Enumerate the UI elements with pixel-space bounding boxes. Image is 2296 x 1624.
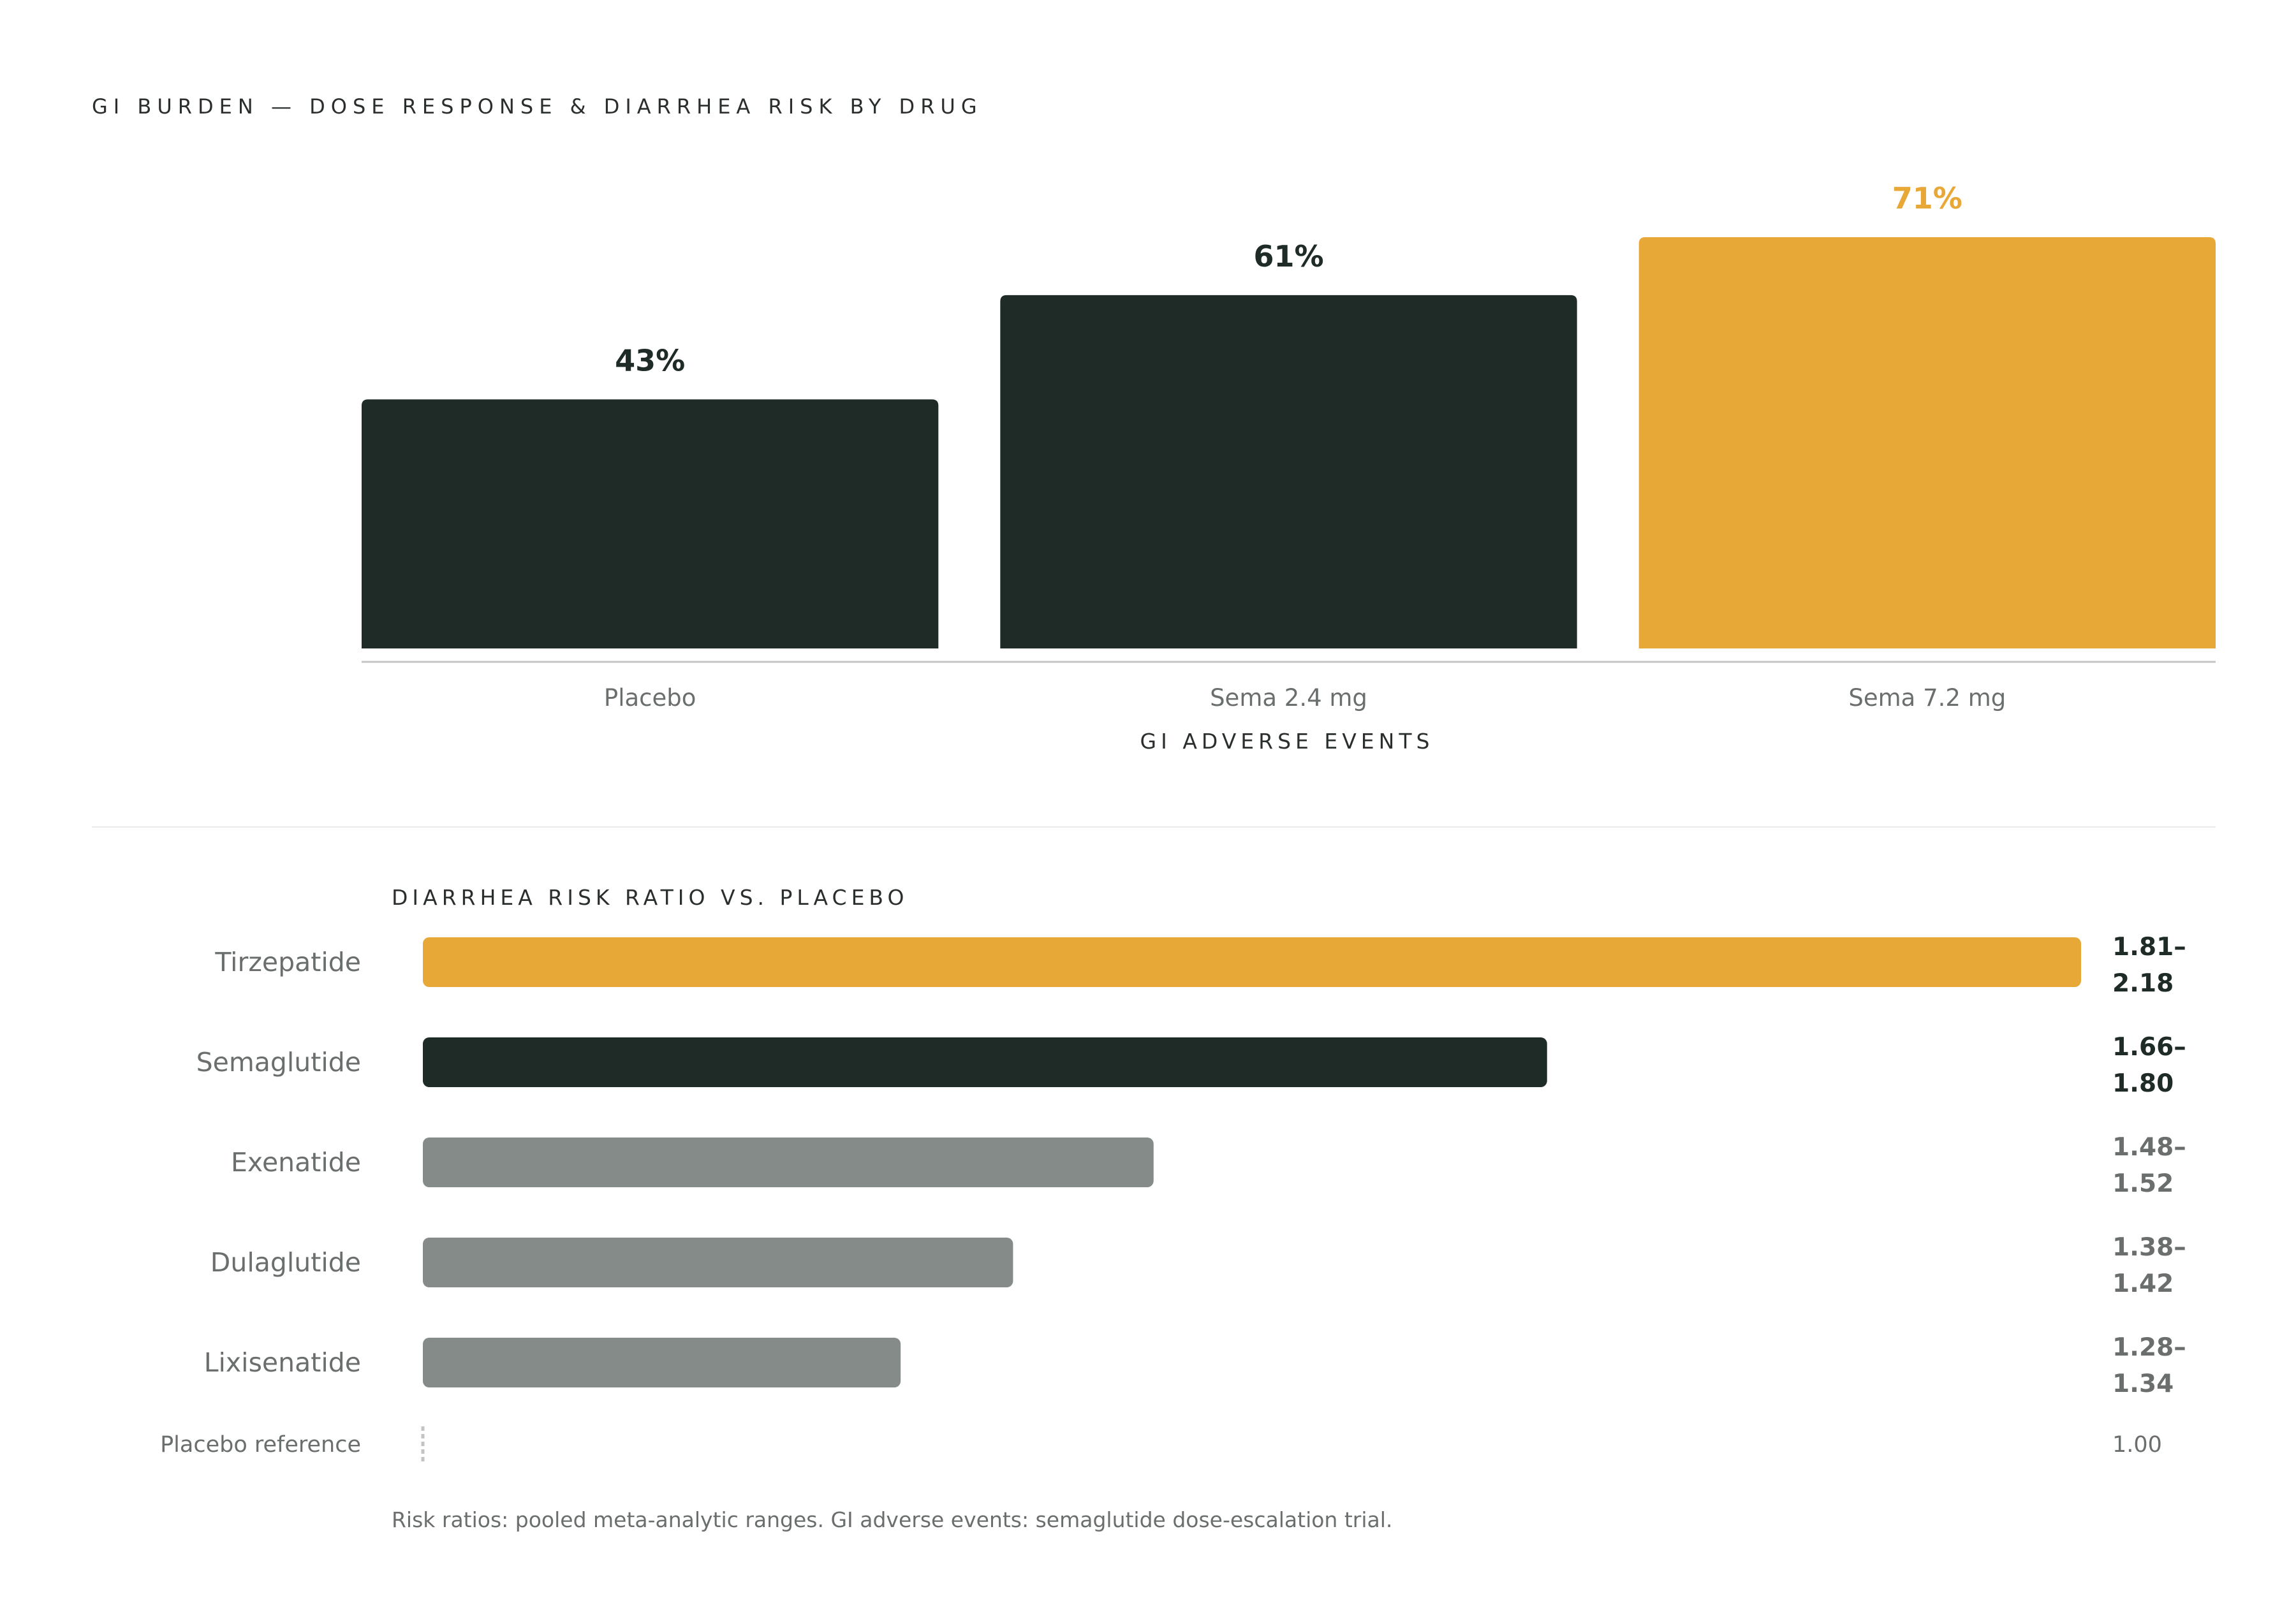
range-label-low: 1.48–: [2112, 1133, 2186, 1162]
chart-title: GI BURDEN — DOSE RESPONSE & DIARRHEA RIS…: [92, 94, 983, 119]
risk-bar-tirzepatide: [423, 937, 2081, 987]
footnote: Risk ratios: pooled meta-analytic ranges…: [392, 1507, 1393, 1532]
y-category-label: Semaglutide: [196, 1047, 361, 1078]
risk-bar-lixisenatide: [423, 1338, 901, 1387]
bar-value-label: 43%: [615, 343, 685, 377]
range-label-high: 1.42: [2112, 1269, 2174, 1298]
range-label-high: 1.80: [2112, 1069, 2174, 1098]
risk-ratio-title: DIARRHEA RISK RATIO VS. PLACEBO: [392, 885, 909, 910]
x-tick-label: Sema 7.2 mg: [1848, 684, 2006, 712]
bar-sema-7-2-mg: [1638, 237, 2216, 648]
bar-placebo: [362, 399, 939, 648]
risk-bar-dulaglutide: [423, 1238, 1013, 1287]
bar-value-label: 61%: [1253, 239, 1323, 274]
range-label-low: 1.38–: [2112, 1233, 2186, 1262]
x-tick-label: Placebo: [604, 684, 696, 712]
x-axis-title: GI ADVERSE EVENTS: [1140, 729, 1434, 754]
risk-bar-exenatide: [423, 1138, 1154, 1187]
risk-bar-semaglutide: [423, 1037, 1547, 1087]
range-label-high: 1.52: [2112, 1169, 2174, 1198]
y-category-label: Lixisenatide: [204, 1347, 361, 1378]
range-label-low: 1.28–: [2112, 1333, 2186, 1362]
x-tick-label: Sema 2.4 mg: [1210, 684, 1367, 712]
section-divider: [92, 826, 2216, 828]
range-label-low: 1.66–: [2112, 1033, 2186, 1062]
range-label-high: 2.18: [2112, 969, 2174, 998]
y-category-label: Tirzepatide: [214, 947, 361, 977]
reference-label: Placebo reference: [160, 1432, 361, 1458]
y-category-label: Exenatide: [231, 1147, 361, 1178]
range-label-low: 1.81–: [2112, 933, 2186, 962]
bar-sema-2-4-mg: [1000, 295, 1577, 648]
range-label-high: 1.34: [2112, 1370, 2174, 1398]
y-category-label: Dulaglutide: [210, 1247, 361, 1278]
reference-value-label: 1.00: [2112, 1432, 2162, 1458]
bar-value-label: 71%: [1892, 181, 1962, 216]
